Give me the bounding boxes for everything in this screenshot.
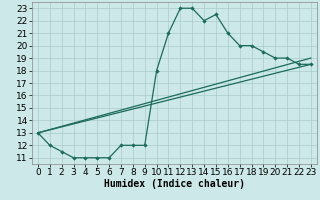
X-axis label: Humidex (Indice chaleur): Humidex (Indice chaleur) — [104, 179, 245, 189]
